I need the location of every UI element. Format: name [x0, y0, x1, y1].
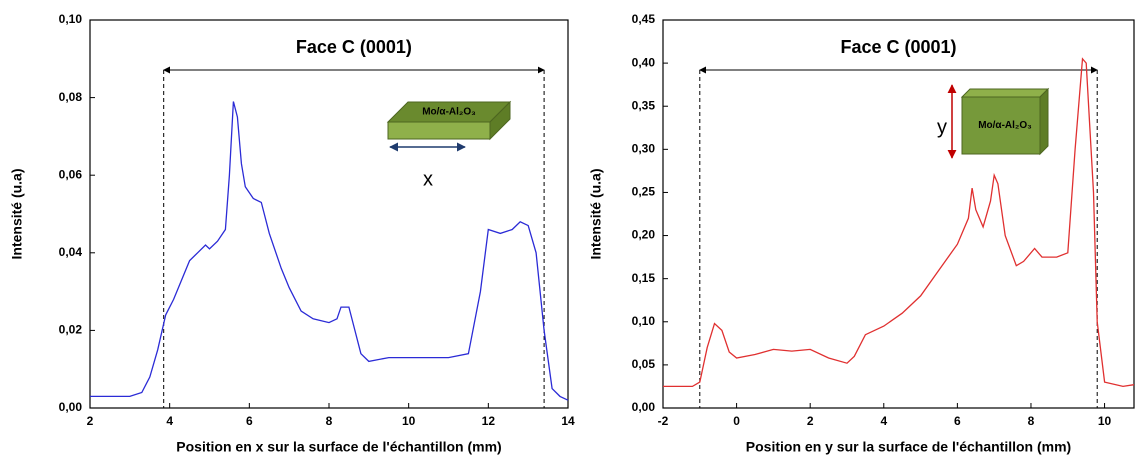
- x-tick-label: 0: [733, 414, 740, 428]
- y-tick-label: 0,06: [59, 167, 83, 181]
- y-tick-label: 0,04: [59, 245, 83, 259]
- x-tick-label: 6: [246, 414, 253, 428]
- y-tick-label: 0,40: [632, 55, 656, 69]
- x-tick-label: 2: [807, 414, 814, 428]
- annotation: Face C (0001): [840, 37, 956, 57]
- block-front: [387, 121, 491, 140]
- x-tick-label: 2: [87, 414, 94, 428]
- block-side: [1039, 87, 1049, 156]
- y-tick-label: 0,02: [59, 323, 83, 337]
- x-axis-title: Position en x sur la surface de l'échant…: [176, 439, 501, 455]
- y-tick-label: 0,05: [632, 357, 656, 371]
- plot-frame: [662, 19, 1135, 409]
- annotation: Face C (0001): [296, 37, 412, 57]
- y-tick-label: 0,10: [632, 314, 656, 328]
- x-tick-label: 4: [880, 414, 887, 428]
- y-axis-title: Intensité (u.a): [588, 168, 604, 259]
- x-tick-label: 6: [954, 414, 961, 428]
- y-tick-label: 0,15: [632, 271, 656, 285]
- y-axis-title: Intensité (u.a): [9, 168, 25, 259]
- block-label: Mo/α-Al₂O₃: [978, 120, 1032, 131]
- block-label: Mo/α-Al₂O₃: [422, 107, 476, 118]
- block-top: [960, 88, 1050, 98]
- y-tick-label: 0,20: [632, 228, 656, 242]
- x-tick-label: 8: [1028, 414, 1035, 428]
- y-tick-label: 0,08: [59, 90, 83, 104]
- dimension-label: y: [937, 116, 947, 138]
- y-tick-label: 0,25: [632, 185, 656, 199]
- data-line: [663, 57, 1135, 388]
- y-tick-label: 0,45: [632, 12, 656, 26]
- x-tick-label: 12: [482, 414, 496, 428]
- y-tick-label: 0,00: [59, 400, 83, 414]
- plot-frame: [89, 19, 569, 409]
- y-tick-label: 0,30: [632, 142, 656, 156]
- x-tick-label: 10: [402, 414, 416, 428]
- y-tick-label: 0,10: [59, 12, 83, 26]
- data-line: [90, 101, 569, 401]
- x-axis-title: Position en y sur la surface de l'échant…: [746, 439, 1071, 455]
- block-front: [961, 96, 1041, 155]
- y-tick-label: 0,35: [632, 98, 656, 112]
- x-tick-label: 14: [561, 414, 575, 428]
- x-tick-label: -2: [658, 414, 669, 428]
- dimension-label: x: [423, 168, 433, 190]
- x-tick-label: 4: [166, 414, 173, 428]
- y-tick-label: 0,00: [632, 400, 656, 414]
- x-tick-label: 8: [326, 414, 333, 428]
- x-tick-label: 10: [1098, 414, 1112, 428]
